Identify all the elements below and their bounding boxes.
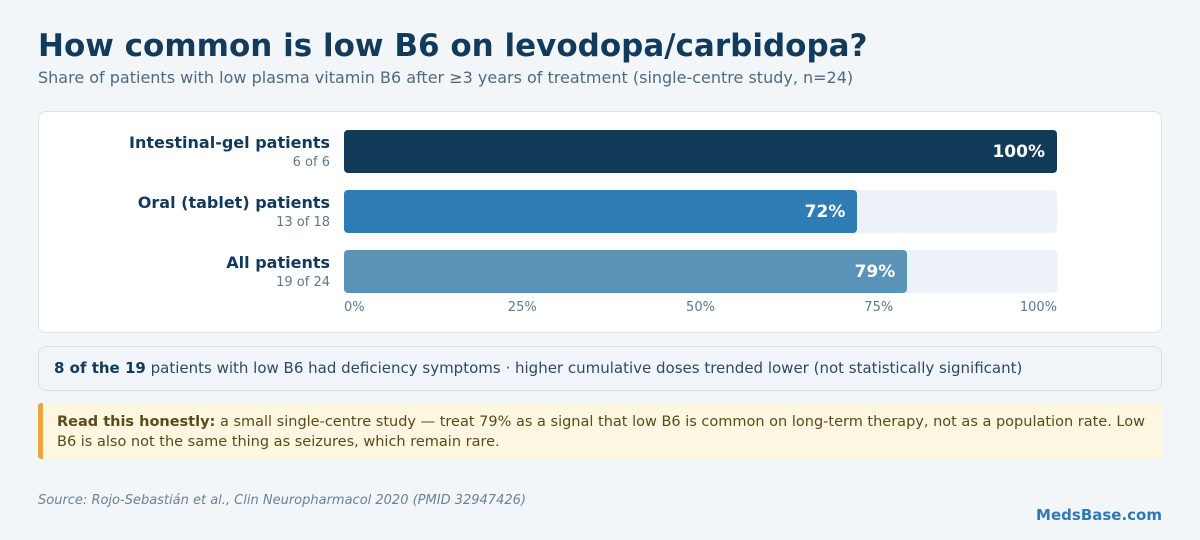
bar-value-label: 79%	[854, 262, 896, 282]
bar-track: 100%	[344, 130, 1057, 173]
source-citation: Source: Rojo-Sebastián et al., Clin Neur…	[38, 493, 526, 508]
row-label-intestinal-gel: Intestinal-gel patients 6 of 6	[39, 133, 330, 170]
category-label: Intestinal-gel patients	[129, 133, 330, 152]
page-title: How common is low B6 on levodopa/carbido…	[38, 28, 868, 64]
bar-track: 72%	[344, 190, 1057, 233]
caution-callout: Read this honestly: a small single-centr…	[38, 403, 1162, 459]
caution-text: a small single-centre study — treat 79% …	[57, 414, 1145, 450]
chart-card: Intestinal-gel patients 6 of 6 100% Oral…	[38, 111, 1162, 333]
row-label-all: All patients 19 of 24	[39, 253, 330, 290]
note-emphasis: 8 of the 19	[54, 359, 146, 377]
bar-all: 79%	[344, 250, 908, 293]
x-tick-label: 75%	[864, 300, 894, 315]
key-finding-note: 8 of the 19 patients with low B6 had def…	[38, 346, 1162, 391]
category-label: All patients	[226, 253, 330, 272]
row-label-oral: Oral (tablet) patients 13 of 18	[39, 193, 330, 230]
x-tick-label: 25%	[507, 300, 537, 315]
category-sublabel: 13 of 18	[276, 215, 330, 230]
x-tick-label: 0%	[344, 300, 365, 315]
x-tick-label: 100%	[1019, 300, 1057, 315]
category-sublabel: 19 of 24	[276, 275, 330, 290]
brand-link[interactable]: MedsBase.com	[1036, 506, 1162, 524]
bar-track: 79%	[344, 250, 1057, 293]
category-sublabel: 6 of 6	[292, 155, 330, 170]
bar-value-label: 72%	[804, 202, 846, 222]
page-subtitle: Share of patients with low plasma vitami…	[38, 68, 854, 87]
bar-oral: 72%	[344, 190, 858, 233]
bar-value-label: 100%	[992, 142, 1045, 162]
bar-intestinal-gel: 100%	[344, 130, 1057, 173]
note-text: patients with low B6 had deficiency symp…	[145, 359, 1023, 377]
caution-emphasis: Read this honestly:	[57, 414, 216, 430]
category-label: Oral (tablet) patients	[137, 193, 330, 212]
x-tick-label: 50%	[686, 300, 715, 315]
